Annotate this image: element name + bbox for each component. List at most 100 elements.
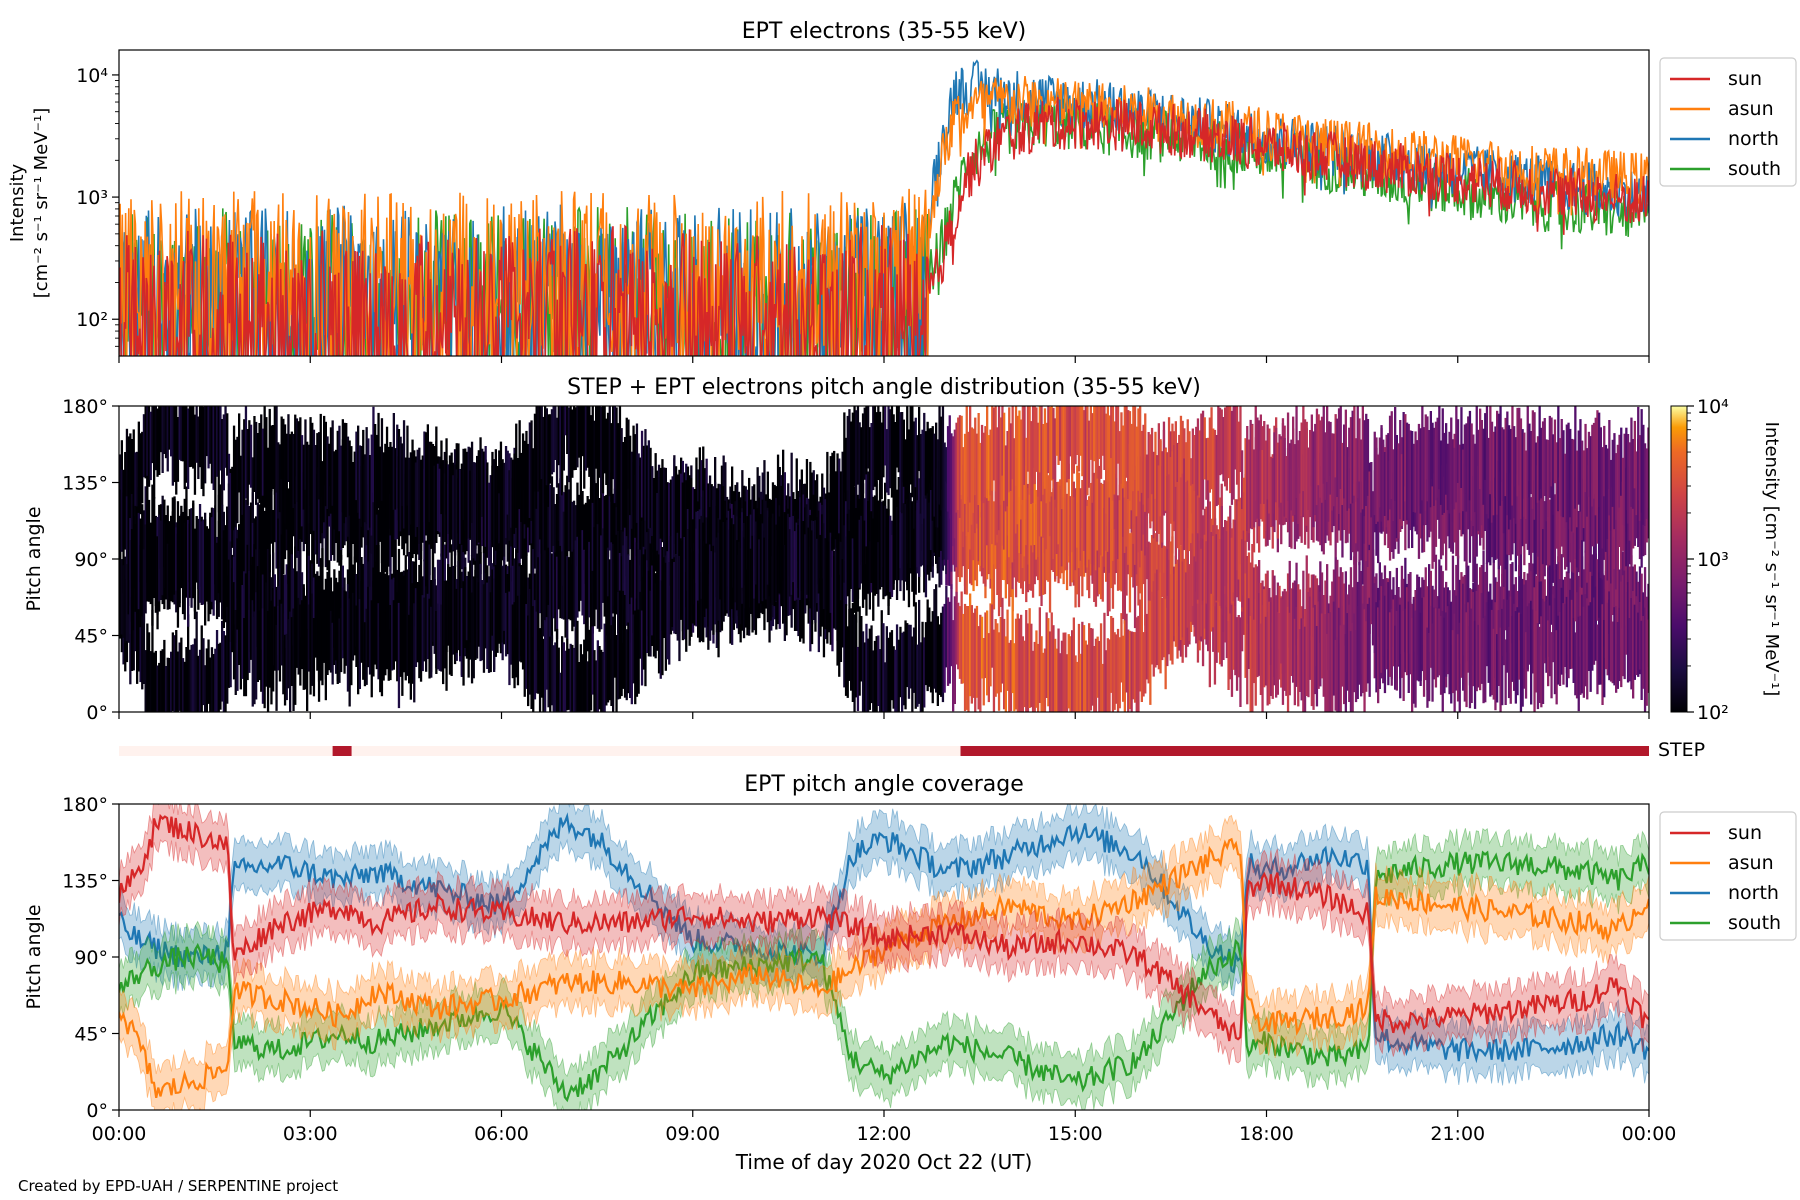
pad-cell [171,406,174,486]
pad-cell [902,419,905,487]
pad-cell [1497,557,1500,651]
pad-cell [248,420,251,485]
pad-cell [1606,502,1609,581]
pad-cell [1159,572,1162,674]
pad-cell [1530,431,1533,495]
pad-cell [479,563,482,662]
pad-cell [865,623,868,712]
pad-cell [192,644,195,712]
pad-cell [278,599,282,682]
pad-cell [841,451,844,560]
pad-cell [239,557,242,639]
pad-cell [1152,451,1155,539]
pad-cell [1501,573,1504,642]
pad-cell [1596,624,1599,695]
pad-cell [1354,630,1358,703]
pad-cell [1620,494,1623,569]
pad-cell [980,424,984,501]
pad-cell [1285,591,1288,696]
pad-cell [411,483,414,559]
pad-cell [224,406,227,468]
pad-cell [717,532,720,621]
pad-cell [1234,519,1237,606]
pad-cell [952,620,955,712]
pad-cell [139,576,142,683]
pad-cell [384,612,387,676]
pad-cell [1314,423,1317,516]
pad-cell [996,509,999,595]
pad-cell [1501,427,1504,501]
pad-cell [1001,406,1004,476]
pad-cell [285,633,288,701]
pad-cell [1390,609,1393,686]
pad-cell [1616,499,1619,571]
pad-cell [1558,611,1562,686]
pad-cell [326,571,329,671]
pad-cell [212,406,215,490]
pad-cell [1434,608,1438,688]
pad-cell [496,466,499,567]
pad-cell [1133,632,1137,703]
pad-cell [173,406,176,483]
pad-cell [695,528,698,627]
pad-cell [997,406,1001,504]
pad-cell [1025,465,1028,546]
pad-cell [1395,435,1398,539]
pad-cell [1645,607,1648,706]
pad-cell [1574,554,1577,622]
pad-cell [861,631,865,712]
pad-cell [137,512,140,610]
pad-cell [185,519,188,598]
pad-cell [1647,427,1649,508]
pad-cell [336,430,339,538]
pad-cell [448,584,452,652]
pad-cell [1421,472,1424,553]
pad-cell [741,512,744,588]
pad-ylabel: Pitch angle [23,506,45,611]
pad-cell [523,489,526,587]
pad-cell [1564,603,1567,667]
pad-cell [955,475,958,568]
pad-cell [931,611,934,704]
pad-cell [408,457,411,536]
pad-cell [1565,424,1568,523]
pad-cell [365,427,368,524]
pad-cell [542,416,545,503]
pad-cell [1426,416,1429,502]
pad-cell [974,608,977,712]
pad-cell [538,628,542,712]
pad-cell [1514,437,1517,524]
pad-cell [129,540,132,634]
pad-cell [282,485,285,575]
pad-cell [1205,506,1208,573]
pad-cell [1026,623,1030,712]
pad-cell [1281,599,1285,705]
pad-cell [940,416,943,511]
legend-label-south: south [1728,158,1781,180]
pad-cell [1020,419,1023,520]
pad-cell [550,476,554,552]
pad-cell [1235,617,1239,691]
pad-cell [1181,473,1184,570]
pad-cell [1297,440,1300,524]
pad-cell [1045,422,1048,504]
pad-cell [1127,469,1130,565]
pad-cell [712,486,715,583]
pad-cell [389,605,392,681]
colorbar [1670,405,1688,713]
pad-cell [205,406,208,457]
pad-cell [1315,626,1319,707]
pad-cell [324,421,327,507]
pad-cell [848,531,851,634]
pad-cell [1055,648,1058,712]
pad-cell [542,538,545,637]
pad-cell [1526,472,1529,550]
pad-cell [499,441,503,544]
pad-cell [457,443,460,534]
pad-cell [1451,439,1455,523]
pad-cell [566,475,569,563]
pad-cell [1475,406,1478,514]
pad-cell [1188,459,1191,552]
pad-cell [610,472,613,573]
pad-cell [185,647,188,712]
